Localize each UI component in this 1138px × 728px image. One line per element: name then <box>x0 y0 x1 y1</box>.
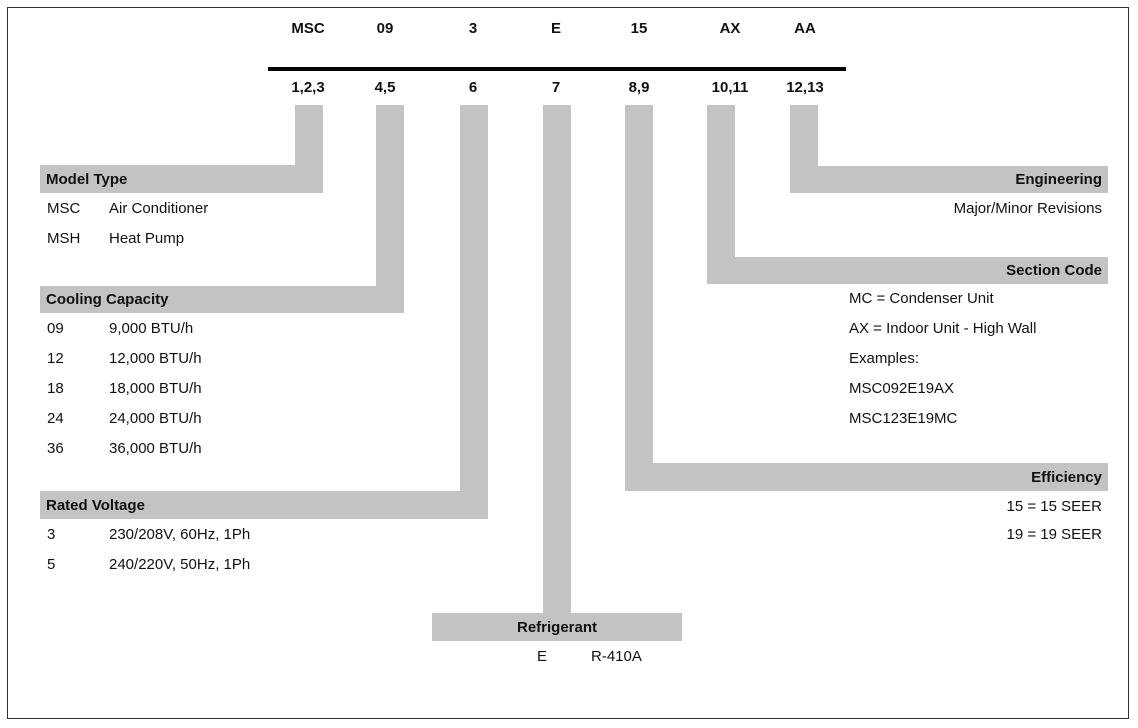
model-type-desc: Heat Pump <box>109 230 185 247</box>
section-code-line: MC = Condenser Unit <box>849 290 994 307</box>
header-code-capacity: 09 <box>376 20 394 37</box>
position-section: 10,11 <box>711 79 749 96</box>
section-code-line: MSC123E19MC <box>849 410 958 427</box>
position-refrigerant: 7 <box>551 79 561 96</box>
diagram-frame <box>7 7 1129 719</box>
refrigerant-code: E <box>537 648 548 665</box>
connector-section-vertical <box>707 105 735 257</box>
cooling-capacity-title-bar <box>40 286 404 313</box>
section-code-line: AX = Indoor Unit - High Wall <box>849 320 1037 337</box>
refrigerant-row: E R-410A <box>537 646 642 668</box>
position-model: 1,2,3 <box>291 79 325 96</box>
position-capacity: 4,5 <box>374 79 396 96</box>
voltage-desc: 230/208V, 60Hz, 1Ph <box>109 526 251 543</box>
model-type-desc: Air Conditioner <box>109 200 209 217</box>
model-type-row: MSC Air Conditioner <box>47 198 208 220</box>
section-code-title-bar <box>707 257 1108 284</box>
connector-efficiency-vertical <box>625 105 653 463</box>
model-type-code: MSC <box>47 200 81 217</box>
position-engineering: 12,13 <box>786 79 824 96</box>
engineering-title: Engineering <box>1015 171 1102 188</box>
model-type-title-bar <box>40 165 323 193</box>
efficiency-title-bar <box>653 463 1108 491</box>
voltage-desc: 240/220V, 50Hz, 1Ph <box>109 556 251 573</box>
connector-engineering-vertical <box>790 105 818 166</box>
header-code-section: AX <box>719 20 741 37</box>
voltage-code: 5 <box>47 556 56 573</box>
header-code-engineering: AA <box>794 20 816 37</box>
position-voltage: 6 <box>468 79 478 96</box>
efficiency-elbow <box>625 463 653 491</box>
capacity-row: 18 18,000 BTU/h <box>47 378 202 400</box>
header-code-efficiency: 15 <box>630 20 648 37</box>
engineering-line: Major/Minor Revisions <box>953 200 1102 217</box>
section-code-title: Section Code <box>1006 262 1102 279</box>
model-type-title: Model Type <box>46 171 128 188</box>
position-efficiency: 8,9 <box>628 79 650 96</box>
capacity-row: 09 9,000 BTU/h <box>47 318 193 340</box>
header-code-model: MSC <box>291 20 325 37</box>
cooling-capacity-title: Cooling Capacity <box>46 291 169 308</box>
connector-voltage-vertical <box>460 105 488 491</box>
connector-refrigerant-vertical <box>543 105 571 613</box>
efficiency-line: 19 = 19 SEER <box>1006 526 1102 543</box>
efficiency-title: Efficiency <box>1031 469 1102 486</box>
capacity-row: 36 36,000 BTU/h <box>47 438 202 460</box>
model-type-code: MSH <box>47 230 81 247</box>
header-code-voltage: 3 <box>468 20 478 37</box>
refrigerant-title: Refrigerant <box>516 619 598 636</box>
capacity-code: 09 <box>47 320 64 337</box>
capacity-code: 36 <box>47 440 64 457</box>
voltage-code: 3 <box>47 526 56 543</box>
connector-model-vertical <box>295 105 323 165</box>
rated-voltage-title: Rated Voltage <box>46 497 145 514</box>
capacity-row: 24 24,000 BTU/h <box>47 408 202 430</box>
capacity-code: 12 <box>47 350 64 367</box>
capacity-desc: 18,000 BTU/h <box>109 380 202 397</box>
model-type-row: MSH Heat Pump <box>47 228 184 250</box>
capacity-code: 24 <box>47 410 64 427</box>
capacity-row: 12 12,000 BTU/h <box>47 348 202 370</box>
capacity-desc: 12,000 BTU/h <box>109 350 202 367</box>
header-divider <box>268 67 846 71</box>
capacity-desc: 24,000 BTU/h <box>109 410 202 427</box>
refrigerant-title-bar <box>432 613 682 641</box>
section-code-line: MSC092E19AX <box>849 380 955 397</box>
efficiency-line: 15 = 15 SEER <box>1006 498 1102 515</box>
rated-voltage-title-bar <box>40 491 488 519</box>
section-code-line: Examples: <box>849 350 920 367</box>
voltage-row: 3 230/208V, 60Hz, 1Ph <box>47 524 250 546</box>
capacity-desc: 9,000 BTU/h <box>109 320 194 337</box>
voltage-row: 5 240/220V, 50Hz, 1Ph <box>47 554 250 576</box>
connector-capacity-vertical <box>376 105 404 286</box>
header-code-refrigerant: E <box>550 20 561 37</box>
refrigerant-desc: R-410A <box>591 648 642 665</box>
capacity-desc: 36,000 BTU/h <box>109 440 202 457</box>
capacity-code: 18 <box>47 380 64 397</box>
engineering-title-bar <box>790 166 1108 193</box>
